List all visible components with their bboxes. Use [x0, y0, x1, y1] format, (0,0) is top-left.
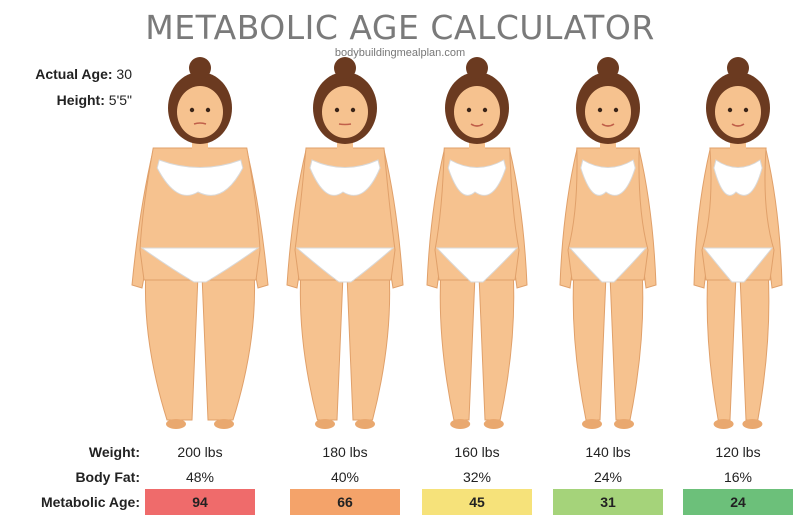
right-eye	[613, 107, 619, 113]
left-eye	[189, 107, 195, 113]
left-eye	[334, 107, 340, 113]
left-leg	[572, 269, 607, 421]
body-fat-value: 48%	[185, 469, 215, 485]
bra	[447, 159, 507, 196]
face	[585, 86, 631, 138]
actual-age-info: Actual Age: 30	[35, 66, 132, 82]
right-eye	[205, 107, 211, 113]
bra	[156, 159, 244, 196]
left-eye	[727, 107, 733, 113]
body-fat-value: 40%	[330, 469, 360, 485]
weight-row-label: Weight:	[88, 444, 140, 460]
weight-value: 140 lbs	[585, 444, 631, 460]
right-leg	[609, 269, 644, 421]
right-foot	[614, 419, 634, 429]
hair-bun	[597, 57, 619, 79]
left-foot	[315, 419, 335, 429]
left-leg	[439, 269, 476, 421]
bra	[580, 159, 636, 196]
right-foot	[214, 419, 234, 429]
face	[177, 86, 223, 138]
left-foot	[582, 419, 602, 429]
right-foot	[355, 419, 375, 429]
hair-bun	[466, 57, 488, 79]
bra	[309, 159, 381, 196]
face	[322, 86, 368, 138]
height-info: Height: 5'5"	[57, 92, 132, 108]
mouth	[338, 123, 352, 126]
briefs	[140, 247, 260, 283]
figure-4	[559, 57, 657, 429]
weight-value: 120 lbs	[715, 444, 761, 460]
mouth	[601, 123, 615, 127]
face	[454, 86, 500, 138]
figure-3	[426, 57, 528, 429]
briefs	[295, 247, 395, 283]
figure-5	[693, 57, 783, 429]
metabolic-age-badge: 45	[422, 489, 532, 515]
weight-value: 160 lbs	[454, 444, 500, 460]
actual-age-value: 30	[116, 66, 132, 82]
figure-2	[286, 57, 404, 429]
figure-1	[131, 57, 269, 429]
height-value: 5'5"	[108, 92, 132, 108]
hair-bun	[334, 57, 356, 79]
right-eye	[350, 107, 356, 113]
briefs	[435, 247, 519, 283]
left-foot	[713, 419, 734, 429]
metabolic-age-badge: 66	[290, 489, 400, 515]
body-fat-value: 32%	[462, 469, 492, 485]
left-leg	[144, 269, 199, 421]
page-title: METABOLIC AGE CALCULATOR	[145, 8, 655, 47]
metabolic-age-row-label: Metabolic Age:	[40, 494, 140, 510]
right-eye	[482, 107, 488, 113]
right-leg	[346, 269, 391, 421]
briefs	[702, 247, 774, 283]
mouth	[470, 123, 484, 127]
left-foot	[166, 419, 186, 429]
right-eye	[743, 107, 749, 113]
height-label: Height:	[56, 92, 105, 108]
body-fat-value: 16%	[723, 469, 753, 485]
metabolic-age-badge: 94	[145, 489, 255, 515]
face	[715, 86, 761, 138]
hair-bun	[727, 57, 749, 79]
left-foot	[450, 419, 471, 429]
left-eye	[466, 107, 472, 113]
mouth	[193, 122, 207, 125]
right-foot	[483, 419, 504, 429]
body-fat-row-label: Body Fat:	[75, 469, 140, 485]
briefs	[568, 247, 648, 283]
right-leg	[739, 269, 770, 421]
left-eye	[597, 107, 603, 113]
hair-bun	[189, 57, 211, 79]
body-fat-value: 24%	[593, 469, 623, 485]
mouth	[731, 123, 745, 127]
metabolic-age-badge: 31	[553, 489, 663, 515]
left-leg	[706, 269, 737, 421]
right-foot	[742, 419, 763, 429]
right-leg	[478, 269, 515, 421]
source-caption: bodybuildingmealplan.com	[334, 47, 466, 59]
actual-age-label: Actual Age:	[35, 66, 113, 82]
weight-value: 200 lbs	[177, 444, 223, 460]
metabolic-age-badge: 24	[683, 489, 793, 515]
weight-value: 180 lbs	[322, 444, 368, 460]
right-leg	[201, 269, 256, 421]
bra	[713, 159, 763, 196]
left-leg	[299, 269, 344, 421]
